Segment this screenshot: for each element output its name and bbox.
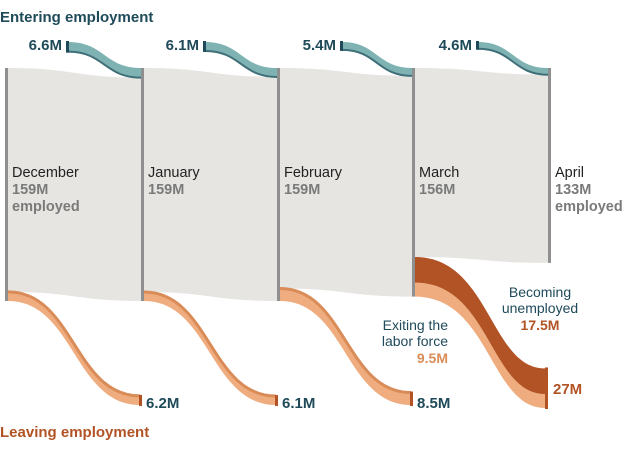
leaving-flow-edge bbox=[7, 290, 141, 398]
month-employed-value: 159M bbox=[148, 182, 184, 198]
leaving-value-label: 6.1M bbox=[282, 395, 315, 412]
exiting-annotation-line: labor force bbox=[382, 333, 448, 349]
month-name-label: March bbox=[419, 165, 459, 181]
leaving-tick bbox=[410, 391, 413, 406]
exiting-value-label: 9.5M bbox=[417, 350, 448, 366]
leaving-value-label: 6.2M bbox=[146, 395, 179, 412]
leaving-value-label: 27M bbox=[553, 381, 582, 398]
month-employed-value: 156M bbox=[419, 182, 455, 198]
employed-flow-band bbox=[8, 68, 141, 301]
leaving-flow bbox=[280, 288, 411, 405]
leaving-flow bbox=[8, 291, 140, 405]
entering-flow-edge bbox=[477, 47, 549, 76]
entering-tick bbox=[203, 41, 206, 52]
employed-flow-band bbox=[415, 68, 548, 263]
entering-flow-edge bbox=[67, 50, 142, 79]
month-bar bbox=[141, 68, 144, 301]
employed-flow-band bbox=[280, 68, 412, 297]
leaving-tick bbox=[275, 395, 278, 406]
chart-title-top: Entering employment bbox=[0, 9, 153, 26]
month-employed-value: 159M bbox=[12, 182, 48, 198]
entering-flow-edge bbox=[341, 48, 413, 77]
entering-value-label: 4.6M bbox=[439, 37, 472, 54]
entering-flow bbox=[342, 42, 412, 76]
month-bar bbox=[277, 68, 280, 301]
leaving-flow-edge bbox=[143, 290, 277, 398]
month-name-label: February bbox=[284, 165, 343, 181]
entering-value-label: 6.1M bbox=[166, 37, 199, 54]
unemployed-annotation-line: unemployed bbox=[502, 300, 578, 316]
employed-flow-band bbox=[144, 68, 277, 301]
entering-flow-edge bbox=[204, 49, 278, 78]
leaving-flow-edge bbox=[279, 287, 412, 395]
month-name-label: December bbox=[12, 165, 79, 181]
month-employed-value: 133M bbox=[555, 182, 591, 198]
month-bar bbox=[548, 68, 551, 263]
month-name-label: April bbox=[555, 165, 584, 181]
leaving-tick bbox=[545, 367, 548, 409]
chart-title-bottom: Leaving employment bbox=[0, 424, 149, 441]
entering-tick bbox=[340, 41, 343, 51]
month-employed-value: 159M bbox=[284, 182, 320, 198]
entering-flow bbox=[205, 42, 277, 77]
entering-flow bbox=[478, 42, 548, 75]
leaving-flow bbox=[144, 292, 276, 405]
exiting-annotation-line: Exiting the bbox=[383, 317, 449, 333]
leaving-value-label: 8.5M bbox=[417, 395, 450, 412]
exiting-labor-force-flow bbox=[415, 282, 545, 408]
entering-value-label: 5.4M bbox=[303, 37, 336, 54]
entering-value-label: 6.6M bbox=[29, 37, 62, 54]
month-bar bbox=[5, 68, 8, 301]
unemployed-annotation-line: Becoming bbox=[509, 284, 571, 300]
month-employed-suffix: employed bbox=[555, 199, 623, 215]
entering-tick bbox=[476, 41, 479, 50]
unemployed-flow bbox=[415, 257, 545, 395]
month-name-label: January bbox=[148, 165, 200, 181]
leaving-tick bbox=[139, 394, 142, 406]
month-employed-suffix: employed bbox=[12, 199, 80, 215]
unemployed-value-label: 17.5M bbox=[521, 317, 560, 333]
month-bar bbox=[412, 68, 415, 297]
entering-tick bbox=[66, 41, 69, 53]
entering-flow bbox=[68, 42, 141, 78]
